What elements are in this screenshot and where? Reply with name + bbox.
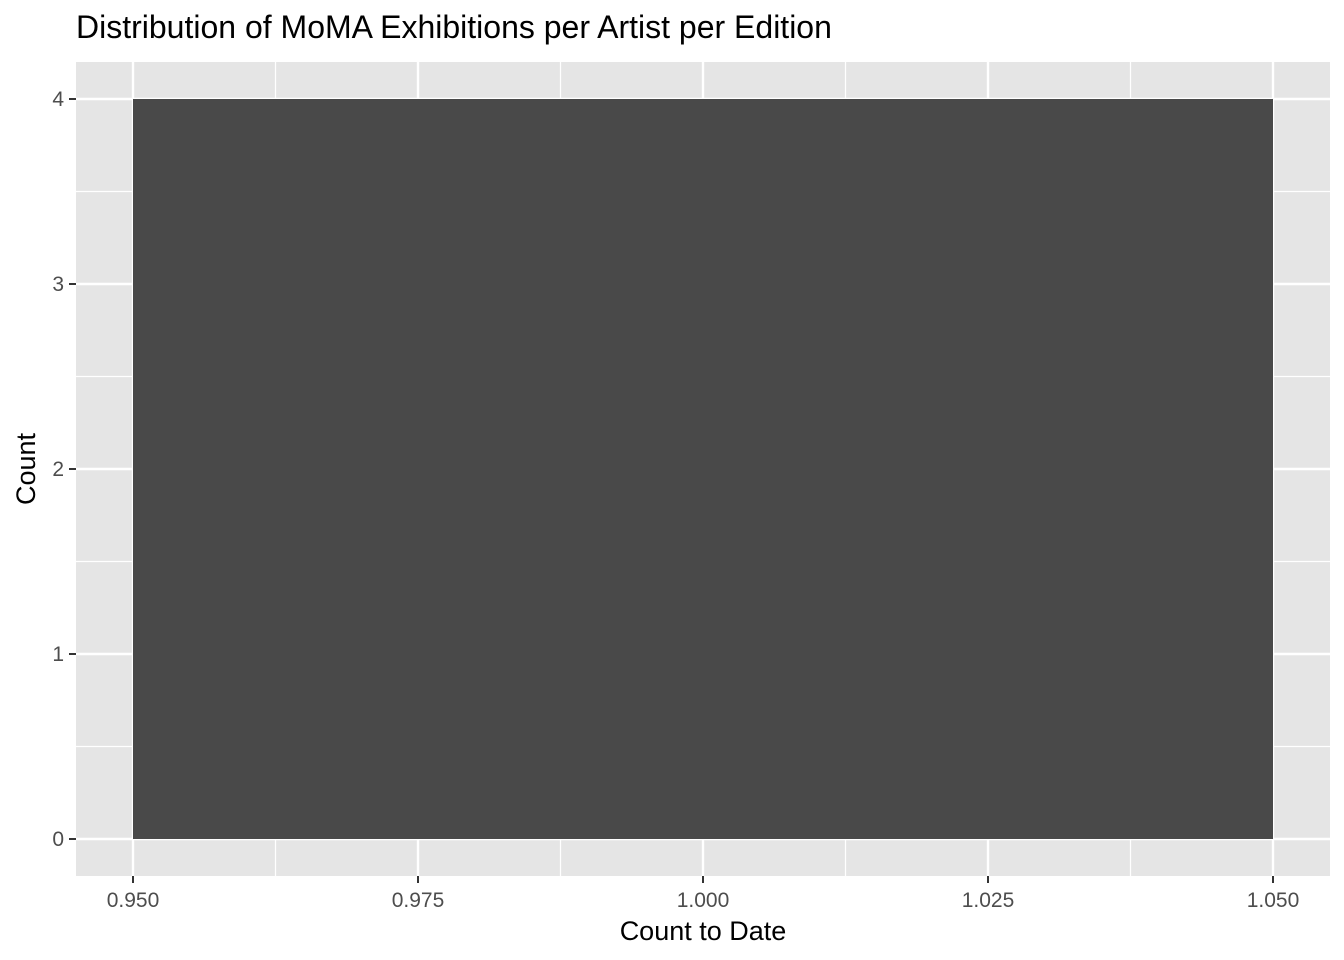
y-tick-label: 3 bbox=[52, 273, 64, 296]
y-tick-label: 4 bbox=[52, 88, 64, 111]
histogram-bars bbox=[133, 99, 1273, 839]
x-axis: 0.950 0.975 1.000 1.025 1.050 bbox=[107, 876, 1300, 912]
x-axis-title: Count to Date bbox=[620, 916, 787, 946]
y-tick-label: 0 bbox=[52, 828, 64, 851]
histogram-bar bbox=[133, 99, 1273, 839]
chart-title: Distribution of MoMA Exhibitions per Art… bbox=[76, 9, 832, 45]
x-tick-label: 1.025 bbox=[962, 889, 1015, 912]
y-tick-label: 2 bbox=[52, 458, 64, 481]
x-tick-label: 1.050 bbox=[1247, 889, 1300, 912]
y-tick-label: 1 bbox=[52, 643, 64, 666]
y-axis: 0 1 2 3 4 bbox=[52, 88, 76, 851]
x-tick-label: 1.000 bbox=[677, 889, 730, 912]
y-axis-title: Count bbox=[11, 432, 41, 505]
x-tick-label: 0.950 bbox=[107, 889, 160, 912]
x-tick-label: 0.975 bbox=[392, 889, 445, 912]
